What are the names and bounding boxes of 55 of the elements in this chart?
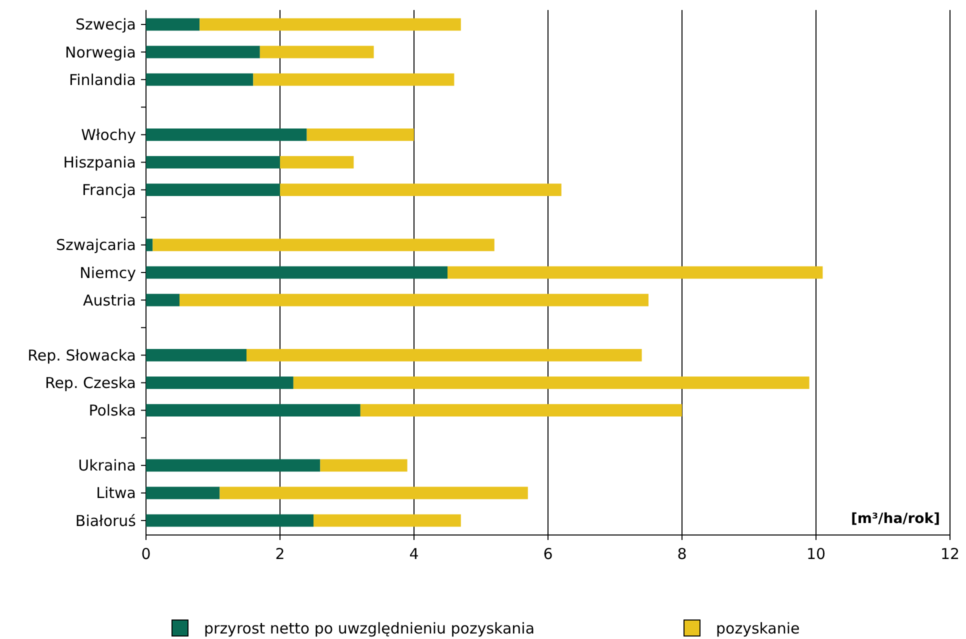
y-tick-label: Włochy	[81, 126, 136, 144]
y-tick-label: Norwegia	[65, 43, 136, 62]
x-tick-label: 12	[940, 545, 960, 563]
bar	[320, 459, 408, 472]
x-tick-label: 0	[141, 545, 151, 563]
bar	[314, 514, 461, 527]
bar	[146, 348, 246, 362]
y-tick-label: Hiszpania	[63, 154, 136, 172]
x-tick-label: 10	[806, 545, 826, 563]
bar	[146, 514, 314, 527]
y-tick-label: Rep. Słowacka	[28, 346, 136, 364]
y-tick-label: Austria	[83, 291, 136, 310]
bar	[146, 404, 360, 416]
bar	[146, 266, 448, 279]
bar	[260, 46, 374, 58]
bar	[152, 238, 494, 252]
bar	[220, 486, 528, 500]
legend-label: pozyskanie	[716, 619, 800, 638]
bar	[146, 486, 220, 500]
bar	[146, 156, 280, 168]
y-tick-label: Ukraina	[78, 456, 136, 475]
bar	[253, 73, 454, 86]
bar	[200, 18, 461, 31]
bar	[246, 348, 642, 362]
y-tick-label: Szwecja	[76, 16, 136, 34]
bar	[146, 238, 153, 252]
y-tick-label: Finlandia	[69, 70, 136, 89]
bar	[146, 73, 254, 86]
x-tick-label: 6	[543, 545, 553, 563]
y-tick-label: Francja	[82, 181, 136, 200]
bar	[146, 128, 307, 141]
bar	[360, 404, 682, 416]
x-tick-label: 4	[409, 545, 419, 563]
bar	[146, 46, 260, 58]
bar	[146, 184, 280, 196]
bar	[280, 156, 354, 168]
bar	[293, 376, 810, 389]
y-tick-label: Szwajcaria	[56, 236, 136, 254]
y-tick-label: Niemcy	[80, 264, 136, 282]
x-axis-title: [m³/ha/rok]	[851, 511, 940, 527]
bar	[146, 376, 294, 389]
bar	[306, 128, 414, 141]
bar	[146, 294, 180, 306]
x-tick-label: 8	[677, 545, 687, 563]
y-tick-label: Rep. Czeska	[44, 374, 136, 392]
y-tick-label: Polska	[88, 402, 136, 420]
bar	[180, 294, 648, 306]
bar	[448, 266, 823, 279]
y-tick-label: Białoruś	[75, 512, 136, 530]
y-tick-label: Litwa	[96, 484, 136, 502]
bar	[280, 184, 562, 196]
bar	[146, 459, 320, 472]
x-tick-label: 2	[275, 545, 285, 563]
legend-label: przyrost netto po uwzględnieniu pozyskania	[204, 619, 535, 638]
bar	[146, 18, 200, 31]
